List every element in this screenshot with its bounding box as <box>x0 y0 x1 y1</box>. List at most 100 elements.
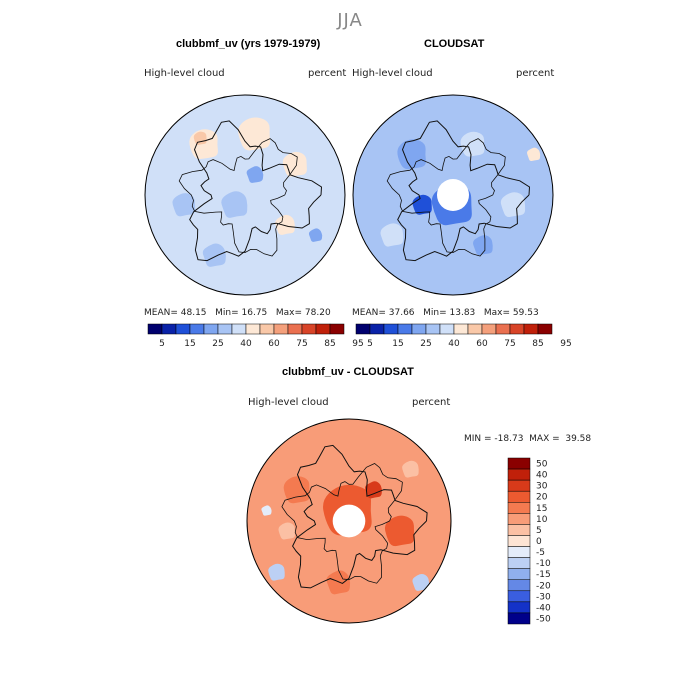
panel3-no-data-hole <box>332 504 366 538</box>
panel2-colorbar-swatch <box>509 323 525 335</box>
panel3-contour-patch <box>278 522 295 540</box>
figure-title: JJA <box>337 10 363 31</box>
panel2-stats: MEAN= 37.66 Min= 13.83 Max= 59.53 <box>352 308 539 318</box>
panel1-colorbar-swatch <box>245 323 261 335</box>
panel1-colorbar: 5 15 25 40 60 75 85 95 <box>147 323 364 349</box>
panel3-colorbar-tick: 5 <box>536 526 542 536</box>
panel1-colorbar-swatch <box>273 323 289 335</box>
panel1-colorbar-swatch <box>329 323 345 335</box>
panel2-colorbar-swatch <box>383 323 399 335</box>
panel2-colorbar-swatch <box>439 323 455 335</box>
panel2-coastline <box>386 138 506 257</box>
panel2-contour-patch <box>527 147 541 162</box>
panel3-colorbar-tick: 50 <box>536 460 548 470</box>
panel3-contour-patch <box>261 505 272 516</box>
panel2-colorbar-tick: 85 <box>532 339 543 349</box>
panel2-contour-patch <box>460 131 485 157</box>
panel2-colorbar-swatch <box>411 323 427 335</box>
panel3-title: clubbmf_uv - CLOUDSAT <box>282 366 414 378</box>
panel1-mean-label: MEAN= <box>144 308 178 318</box>
panel3-units-label: percent <box>412 397 451 408</box>
panel3-colorbar-tick: 40 <box>536 471 548 481</box>
panel1-variable-label: High-level cloud <box>144 68 225 79</box>
panel1-colorbar-tick: 25 <box>212 339 223 349</box>
panel3-colorbar-swatch <box>507 568 531 580</box>
panel3-colorbar-tick: 30 <box>536 482 548 492</box>
panel1-contour-patch <box>246 166 264 183</box>
panel3-colorbar-swatch <box>507 590 531 603</box>
panel1-colorbar-tick: 60 <box>268 339 280 349</box>
panel1-contour-patch <box>308 228 323 242</box>
panel2-colorbar-tick: 5 <box>367 339 373 349</box>
panel2-contour-patch <box>500 192 526 218</box>
panel2-contour-patch <box>380 223 404 247</box>
panel2-map <box>352 94 554 296</box>
panel3-colorbar-tick: 0 <box>536 537 542 547</box>
panel1-colorbar-swatch <box>203 323 219 335</box>
panel3-colorbar-tick: 15 <box>536 504 547 514</box>
panel1-colorbar-swatch <box>175 323 191 335</box>
panel1-title: clubbmf_uv (yrs 1979-1979) <box>176 38 321 50</box>
panel1-contour-patch <box>193 131 207 145</box>
panel3-coastline <box>281 463 403 584</box>
panel3-colorbar-tick: -10 <box>536 559 551 569</box>
panel1-colorbar-swatch <box>315 323 331 335</box>
panel2-max-label: Max= <box>483 308 511 318</box>
panel2-colorbar-tick: 40 <box>448 339 460 349</box>
panel3-colorbar-tick: -40 <box>536 603 551 613</box>
panel3-contour-patch <box>365 481 382 499</box>
panel3-colorbar-swatch <box>507 513 531 525</box>
panel2-colorbar-swatch <box>495 323 511 335</box>
panel1-contour-patch <box>238 117 271 151</box>
panel1-colorbar-swatch <box>231 323 247 335</box>
panel2-colorbar-swatch <box>425 323 441 335</box>
panel2-colorbar: 5 15 25 40 60 75 85 95 <box>355 323 572 349</box>
panel2-mean-label: MEAN= <box>352 308 386 318</box>
panel1-mean-value: 48.15 <box>180 308 207 318</box>
panel2-mean-value: 37.66 <box>388 308 415 318</box>
panel1-units-label: percent <box>308 68 347 79</box>
panel1-map <box>144 94 346 296</box>
panel3-contour-patch <box>268 563 285 581</box>
panel3-colorbar-tick: -30 <box>536 592 551 602</box>
panel1-colorbar-swatch <box>161 323 177 335</box>
panel1-colorbar-tick: 5 <box>159 339 165 349</box>
panel1-colorbar-tick: 95 <box>352 339 363 349</box>
panel3-colorbar-swatch <box>507 457 531 470</box>
panel3-colorbar-swatch <box>507 535 531 547</box>
panel1-colorbar-swatch <box>147 323 163 335</box>
panel3-contour-patch <box>384 515 415 547</box>
panel3-coastline <box>292 444 428 589</box>
panel3-colorbar-swatch <box>507 524 531 536</box>
panel2-colorbar-tick: 15 <box>392 339 403 349</box>
panel3-colorbar-swatch <box>507 546 531 558</box>
panel2-min-value: 13.83 <box>449 308 476 318</box>
panel2-colorbar-swatch <box>369 323 385 335</box>
panel2-units-label: percent <box>516 68 555 79</box>
panel3-map <box>246 418 452 624</box>
panel2-contour-patch <box>473 235 493 256</box>
panel1-contour-patch <box>275 214 295 235</box>
panel3-variable-label: High-level cloud <box>248 397 329 408</box>
panel3-border <box>246 418 452 624</box>
panel2-title: CLOUDSAT <box>424 38 485 50</box>
panel1-contour-patch <box>202 243 226 267</box>
panel3-field <box>247 419 451 623</box>
panel2-colorbar-swatch <box>453 323 469 335</box>
panel2-field <box>353 95 553 295</box>
panel2-min-label: Min= <box>423 308 447 318</box>
panel3-colorbar-swatch <box>507 468 531 481</box>
panel1-max-label: Max= <box>275 308 303 318</box>
panel1-colorbar-tick: 40 <box>240 339 252 349</box>
panel3-contour-patch <box>412 573 430 591</box>
panel3-colorbar-swatch <box>507 579 531 592</box>
panel1-colorbar-tick: 85 <box>324 339 335 349</box>
panel2-colorbar-swatch <box>467 323 483 335</box>
panel3-contour-patch <box>402 460 419 478</box>
panel1-max-value: 78.20 <box>304 308 331 318</box>
panel3-contour-patch <box>283 476 310 504</box>
panel1-contour-patch <box>172 193 196 217</box>
panel1-min-value: 16.75 <box>241 308 268 318</box>
panel2-colorbar-tick: 75 <box>504 339 515 349</box>
